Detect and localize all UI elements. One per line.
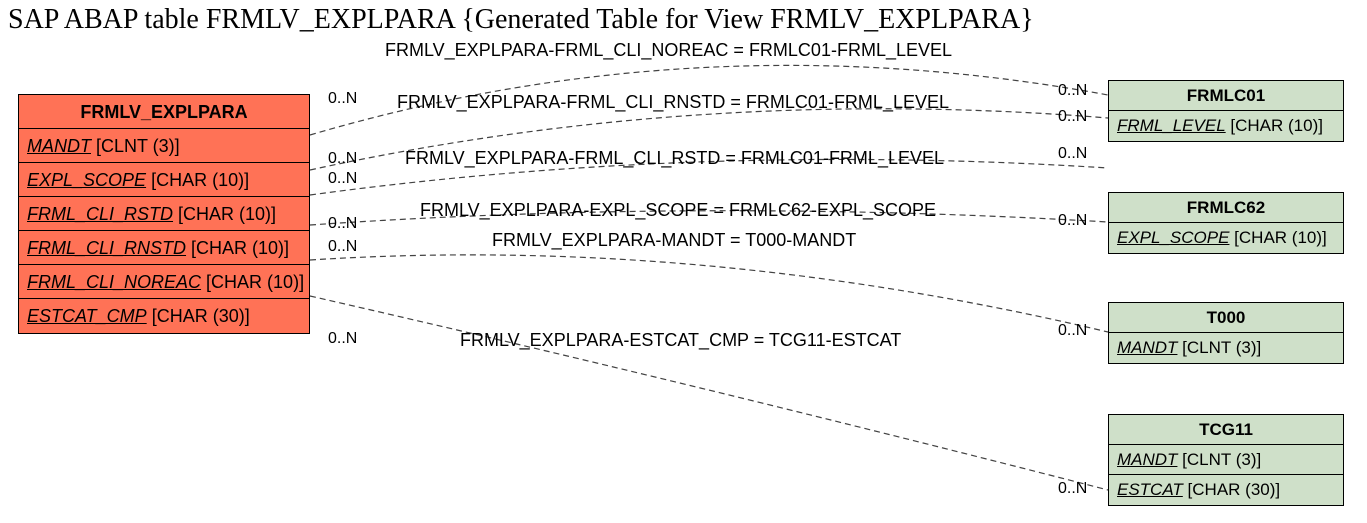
entity-field: FRML_CLI_NOREAC [CHAR (10)] [19,265,309,299]
entity-header: TCG11 [1109,415,1343,445]
field-name: EXPL_SCOPE [27,170,146,190]
relation-label: FRMLV_EXPLPARA-ESTCAT_CMP = TCG11-ESTCAT [460,330,901,351]
field-type: [CLNT (3)] [91,136,180,156]
entity-field: ESTCAT [CHAR (30)] [1109,475,1343,505]
cardinality-label: 0..N [328,170,357,188]
entity-tcg11: TCG11MANDT [CLNT (3)]ESTCAT [CHAR (30)] [1108,414,1344,506]
entity-frmlc01: FRMLC01FRML_LEVEL [CHAR (10)] [1108,80,1344,142]
relation-label: FRMLV_EXPLPARA-FRML_CLI_RSTD = FRMLC01-F… [405,148,944,169]
entity-field: MANDT [CLNT (3)] [19,129,309,163]
field-type: [CHAR (10)] [173,204,276,224]
field-name: MANDT [1117,338,1177,357]
entity-header: FRMLC62 [1109,193,1343,223]
cardinality-label: 0..N [1058,212,1087,230]
field-name: ESTCAT_CMP [27,306,147,326]
relation-label: FRMLV_EXPLPARA-EXPL_SCOPE = FRMLC62-EXPL… [420,200,936,221]
cardinality-label: 0..N [328,90,357,108]
entity-field: FRML_LEVEL [CHAR (10)] [1109,111,1343,141]
entity-field: MANDT [CLNT (3)] [1109,333,1343,363]
page-title: SAP ABAP table FRMLV_EXPLPARA {Generated… [8,4,1034,36]
relation-label: FRMLV_EXPLPARA-FRML_CLI_RNSTD = FRMLC01-… [397,92,949,113]
cardinality-label: 0..N [328,215,357,233]
cardinality-label: 0..N [1058,322,1087,340]
field-name: MANDT [1117,450,1177,469]
field-type: [CHAR (10)] [146,170,249,190]
cardinality-label: 0..N [328,150,357,168]
field-name: EXPL_SCOPE [1117,228,1229,247]
cardinality-label: 0..N [1058,480,1087,498]
cardinality-label: 0..N [328,238,357,256]
entity-field: FRML_CLI_RNSTD [CHAR (10)] [19,231,309,265]
cardinality-label: 0..N [1058,108,1087,126]
entity-field: EXPL_SCOPE [CHAR (10)] [1109,223,1343,253]
relation-label: FRMLV_EXPLPARA-FRML_CLI_NOREAC = FRMLC01… [385,40,952,61]
field-type: [CHAR (10)] [201,272,304,292]
field-name: MANDT [27,136,91,156]
field-type: [CHAR (10)] [1229,228,1326,247]
field-type: [CHAR (30)] [1183,480,1280,499]
field-type: [CHAR (10)] [1226,116,1323,135]
field-name: FRML_CLI_NOREAC [27,272,201,292]
entity-header: T000 [1109,303,1343,333]
entity-header: FRMLC01 [1109,81,1343,111]
entity-field: FRML_CLI_RSTD [CHAR (10)] [19,197,309,231]
field-type: [CHAR (10)] [186,238,289,258]
entity-frmlc62: FRMLC62EXPL_SCOPE [CHAR (10)] [1108,192,1344,254]
cardinality-label: 0..N [1058,82,1087,100]
field-name: FRML_CLI_RNSTD [27,238,186,258]
entity-field: EXPL_SCOPE [CHAR (10)] [19,163,309,197]
entity-main: FRMLV_EXPLPARAMANDT [CLNT (3)]EXPL_SCOPE… [18,94,310,334]
field-name: ESTCAT [1117,480,1183,499]
field-type: [CLNT (3)] [1177,450,1261,469]
entity-header: FRMLV_EXPLPARA [19,95,309,129]
cardinality-label: 0..N [328,330,357,348]
field-type: [CLNT (3)] [1177,338,1261,357]
entity-t000: T000MANDT [CLNT (3)] [1108,302,1344,364]
entity-field: ESTCAT_CMP [CHAR (30)] [19,299,309,333]
entity-field: MANDT [CLNT (3)] [1109,445,1343,475]
field-type: [CHAR (30)] [147,306,250,326]
cardinality-label: 0..N [1058,145,1087,163]
field-name: FRML_LEVEL [1117,116,1226,135]
relation-label: FRMLV_EXPLPARA-MANDT = T000-MANDT [492,230,856,251]
field-name: FRML_CLI_RSTD [27,204,173,224]
